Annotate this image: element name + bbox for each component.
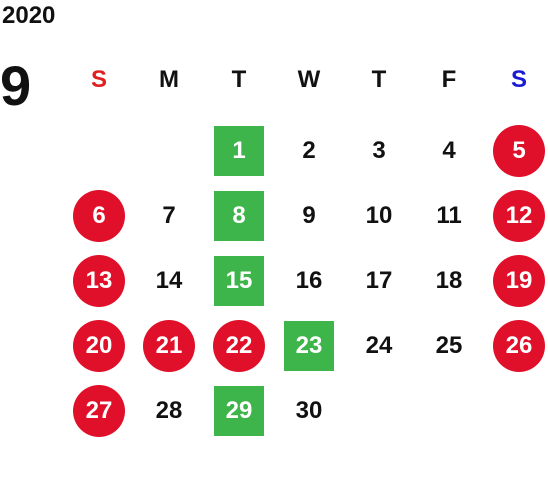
calendar-day[interactable]: 9 [302, 201, 316, 229]
calendar-day[interactable]: 10 [365, 201, 393, 229]
calendar-cell[interactable]: 15 [204, 248, 274, 313]
calendar-cell[interactable]: 8 [204, 183, 274, 248]
calendar-cell[interactable]: 29 [204, 378, 274, 443]
calendar-cell[interactable]: 9 [274, 183, 344, 248]
holiday-day[interactable]: 6 [73, 189, 125, 242]
calendar-cell[interactable]: 4 [414, 118, 484, 183]
calendar-cell[interactable]: 30 [274, 378, 344, 443]
month-label: 9 [0, 54, 32, 117]
calendar-cell[interactable]: 16 [274, 248, 344, 313]
calendar-cell[interactable]: 22 [204, 313, 274, 378]
calendar-cell[interactable]: 10 [344, 183, 414, 248]
calendar-day[interactable]: 16 [295, 266, 323, 294]
calendar-cell [484, 378, 548, 443]
calendar-day[interactable]: 14 [155, 266, 183, 294]
calendar-day[interactable]: 4 [442, 136, 456, 164]
calendar-cell [344, 378, 414, 443]
calendar-cell [134, 118, 204, 183]
highlighted-day[interactable]: 29 [214, 385, 264, 436]
calendar-cell[interactable]: 2 [274, 118, 344, 183]
calendar-cell[interactable]: 11 [414, 183, 484, 248]
calendar-cell[interactable]: 7 [134, 183, 204, 248]
calendar-day[interactable]: 18 [435, 266, 463, 294]
highlighted-day[interactable]: 8 [214, 190, 264, 241]
calendar-day[interactable]: 30 [295, 396, 323, 424]
calendar-cell [414, 378, 484, 443]
weekday-label: S [90, 66, 107, 93]
holiday-day[interactable]: 19 [493, 254, 545, 307]
highlighted-day[interactable]: 23 [284, 320, 334, 371]
holiday-day[interactable]: 5 [493, 124, 545, 177]
calendar-grid: 1 2 3 4 5 6 7 8 9 10 11 12 13 14 15 16 17 18 19 20 21 22 23 24 2… [64, 118, 548, 443]
weekday-label: W [297, 66, 321, 93]
calendar-day[interactable]: 3 [372, 136, 386, 164]
calendar-cell[interactable]: 17 [344, 248, 414, 313]
holiday-day[interactable]: 22 [213, 319, 265, 372]
calendar-cell[interactable]: 21 [134, 313, 204, 378]
calendar-cell[interactable]: 19 [484, 248, 548, 313]
calendar-day[interactable]: 24 [365, 331, 393, 359]
holiday-day[interactable]: 13 [73, 254, 125, 307]
calendar-day[interactable]: 25 [435, 331, 463, 359]
calendar-cell[interactable]: 12 [484, 183, 548, 248]
calendar-cell[interactable]: 26 [484, 313, 548, 378]
calendar-day[interactable]: 17 [365, 266, 393, 294]
calendar-day[interactable]: 7 [162, 201, 176, 229]
calendar-day[interactable]: 2 [302, 136, 316, 164]
calendar-cell[interactable]: 28 [134, 378, 204, 443]
holiday-day[interactable]: 20 [73, 319, 125, 372]
weekday-label: S [510, 66, 527, 93]
calendar-day[interactable]: 28 [155, 396, 183, 424]
weekday-label: T [231, 66, 247, 93]
calendar-cell[interactable]: 14 [134, 248, 204, 313]
year-label: 2020 [2, 2, 56, 29]
calendar-cell[interactable]: 25 [414, 313, 484, 378]
weekday-label: M [159, 66, 179, 93]
calendar-cell [64, 118, 134, 183]
calendar-cell[interactable]: 20 [64, 313, 134, 378]
calendar-cell[interactable]: 6 [64, 183, 134, 248]
highlighted-day[interactable]: 15 [214, 255, 264, 306]
weekday-label: F [441, 66, 457, 93]
calendar-cell[interactable]: 24 [344, 313, 414, 378]
calendar-cell[interactable]: 23 [274, 313, 344, 378]
holiday-day[interactable]: 26 [493, 319, 545, 372]
calendar-cell[interactable]: 5 [484, 118, 548, 183]
highlighted-day[interactable]: 1 [214, 125, 264, 176]
holiday-day[interactable]: 12 [493, 189, 545, 242]
calendar-cell[interactable]: 1 [204, 118, 274, 183]
holiday-day[interactable]: 21 [143, 319, 195, 372]
calendar-cell[interactable]: 13 [64, 248, 134, 313]
calendar-cell[interactable]: 18 [414, 248, 484, 313]
holiday-day[interactable]: 27 [73, 384, 125, 437]
weekday-label: T [371, 66, 387, 93]
calendar-cell[interactable]: 27 [64, 378, 134, 443]
calendar-cell[interactable]: 3 [344, 118, 414, 183]
calendar-day[interactable]: 11 [436, 201, 462, 229]
